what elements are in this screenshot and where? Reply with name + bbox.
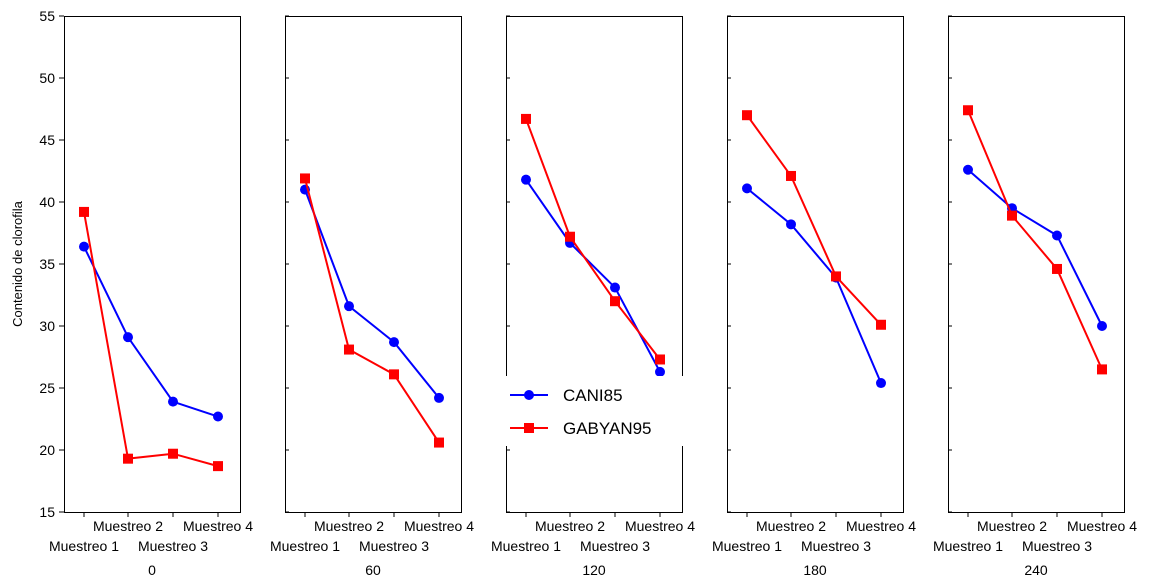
series-line-cani85 bbox=[304, 189, 440, 399]
x-category-label: Muestreo 4 bbox=[404, 518, 474, 534]
x-category-label: Muestreo 3 bbox=[1022, 538, 1092, 554]
data-point-gabyan95 bbox=[565, 231, 575, 242]
series-line-cani85 bbox=[83, 246, 219, 418]
legend-box bbox=[492, 376, 692, 446]
series-line-gabyan95 bbox=[525, 118, 661, 361]
data-point-gabyan95 bbox=[876, 319, 886, 330]
x-category-label: Muestreo 4 bbox=[183, 518, 253, 534]
data-point-gabyan95 bbox=[831, 271, 841, 282]
x-category-label: Muestreo 3 bbox=[359, 538, 429, 554]
x-category-label: Muestreo 3 bbox=[801, 538, 871, 554]
y-tick-label: 40 bbox=[39, 194, 55, 210]
x-category-label: Muestreo 4 bbox=[1067, 518, 1137, 534]
panel-label: 240 bbox=[1024, 562, 1048, 578]
y-tick-label: 55 bbox=[39, 8, 55, 24]
data-point-gabyan95 bbox=[79, 206, 89, 217]
series-line-gabyan95 bbox=[83, 211, 219, 468]
series-line-cani85 bbox=[967, 169, 1103, 327]
x-category-label: Muestreo 1 bbox=[270, 538, 340, 554]
x-category-label: Muestreo 4 bbox=[625, 518, 695, 534]
y-tick-label: 50 bbox=[39, 70, 55, 86]
data-point-gabyan95 bbox=[610, 296, 620, 307]
data-point-cani85 bbox=[963, 164, 973, 175]
panel-label: 120 bbox=[582, 562, 606, 578]
panel-label: 60 bbox=[365, 562, 381, 578]
y-tick-label: 15 bbox=[39, 504, 55, 520]
data-point-cani85 bbox=[655, 366, 665, 377]
x-category-label: Muestreo 3 bbox=[138, 538, 208, 554]
data-point-cani85 bbox=[79, 241, 89, 252]
data-point-gabyan95 bbox=[168, 448, 178, 459]
panel-frame bbox=[727, 16, 904, 513]
data-point-gabyan95 bbox=[434, 437, 444, 448]
series-line-cani85 bbox=[746, 187, 882, 384]
x-category-label: Muestreo 2 bbox=[535, 518, 605, 534]
y-tick-label: 30 bbox=[39, 318, 55, 334]
data-point-cani85 bbox=[434, 392, 444, 403]
x-category-label: Muestreo 1 bbox=[933, 538, 1003, 554]
legend-marker-cani85 bbox=[524, 390, 534, 400]
data-point-cani85 bbox=[344, 301, 354, 312]
series-line-gabyan95 bbox=[746, 114, 882, 326]
data-point-cani85 bbox=[742, 183, 752, 194]
legend-marker-gabyan95 bbox=[524, 423, 534, 433]
x-category-label: Muestreo 3 bbox=[580, 538, 650, 554]
data-point-cani85 bbox=[1097, 321, 1107, 331]
data-point-gabyan95 bbox=[963, 105, 973, 116]
x-category-label: Muestreo 4 bbox=[846, 518, 916, 534]
data-point-gabyan95 bbox=[1007, 210, 1017, 221]
data-point-gabyan95 bbox=[389, 369, 399, 380]
data-point-gabyan95 bbox=[300, 173, 310, 184]
x-category-label: Muestreo 2 bbox=[314, 518, 384, 534]
data-point-gabyan95 bbox=[1097, 364, 1107, 375]
y-axis-label: Contenido de clorofila bbox=[10, 200, 25, 327]
x-category-label: Muestreo 1 bbox=[49, 538, 119, 554]
panel-label: 0 bbox=[148, 562, 156, 578]
x-category-label: Muestreo 2 bbox=[93, 518, 163, 534]
panel-label: 180 bbox=[803, 562, 827, 578]
panel-frame bbox=[64, 16, 241, 513]
y-tick-label: 35 bbox=[39, 256, 55, 272]
data-point-gabyan95 bbox=[1052, 263, 1062, 274]
legend-label: GABYAN95 bbox=[563, 419, 652, 438]
y-tick-label: 45 bbox=[39, 132, 55, 148]
series-line-gabyan95 bbox=[304, 178, 440, 444]
data-point-gabyan95 bbox=[742, 110, 752, 121]
legend-label: CANI85 bbox=[563, 386, 623, 405]
x-category-label: Muestreo 1 bbox=[712, 538, 782, 554]
series-line-gabyan95 bbox=[967, 109, 1103, 370]
data-point-gabyan95 bbox=[521, 113, 531, 124]
panel-frame bbox=[948, 16, 1125, 513]
data-point-gabyan95 bbox=[655, 354, 665, 365]
data-point-cani85 bbox=[123, 332, 133, 343]
data-point-gabyan95 bbox=[786, 170, 796, 181]
y-tick-label: 25 bbox=[39, 380, 55, 396]
x-category-label: Muestreo 2 bbox=[756, 518, 826, 534]
data-point-cani85 bbox=[876, 378, 886, 389]
series-line-cani85 bbox=[525, 179, 661, 373]
data-point-cani85 bbox=[786, 219, 796, 230]
data-point-gabyan95 bbox=[123, 453, 133, 464]
data-point-cani85 bbox=[610, 282, 620, 293]
data-point-cani85 bbox=[521, 174, 531, 185]
data-point-cani85 bbox=[1052, 230, 1062, 241]
data-point-cani85 bbox=[213, 411, 223, 422]
data-point-gabyan95 bbox=[213, 461, 223, 472]
y-tick-label: 20 bbox=[39, 442, 55, 458]
x-category-label: Muestreo 2 bbox=[977, 518, 1047, 534]
data-point-gabyan95 bbox=[344, 344, 354, 355]
x-category-label: Muestreo 1 bbox=[491, 538, 561, 554]
data-point-cani85 bbox=[168, 396, 178, 407]
data-point-cani85 bbox=[389, 337, 399, 348]
